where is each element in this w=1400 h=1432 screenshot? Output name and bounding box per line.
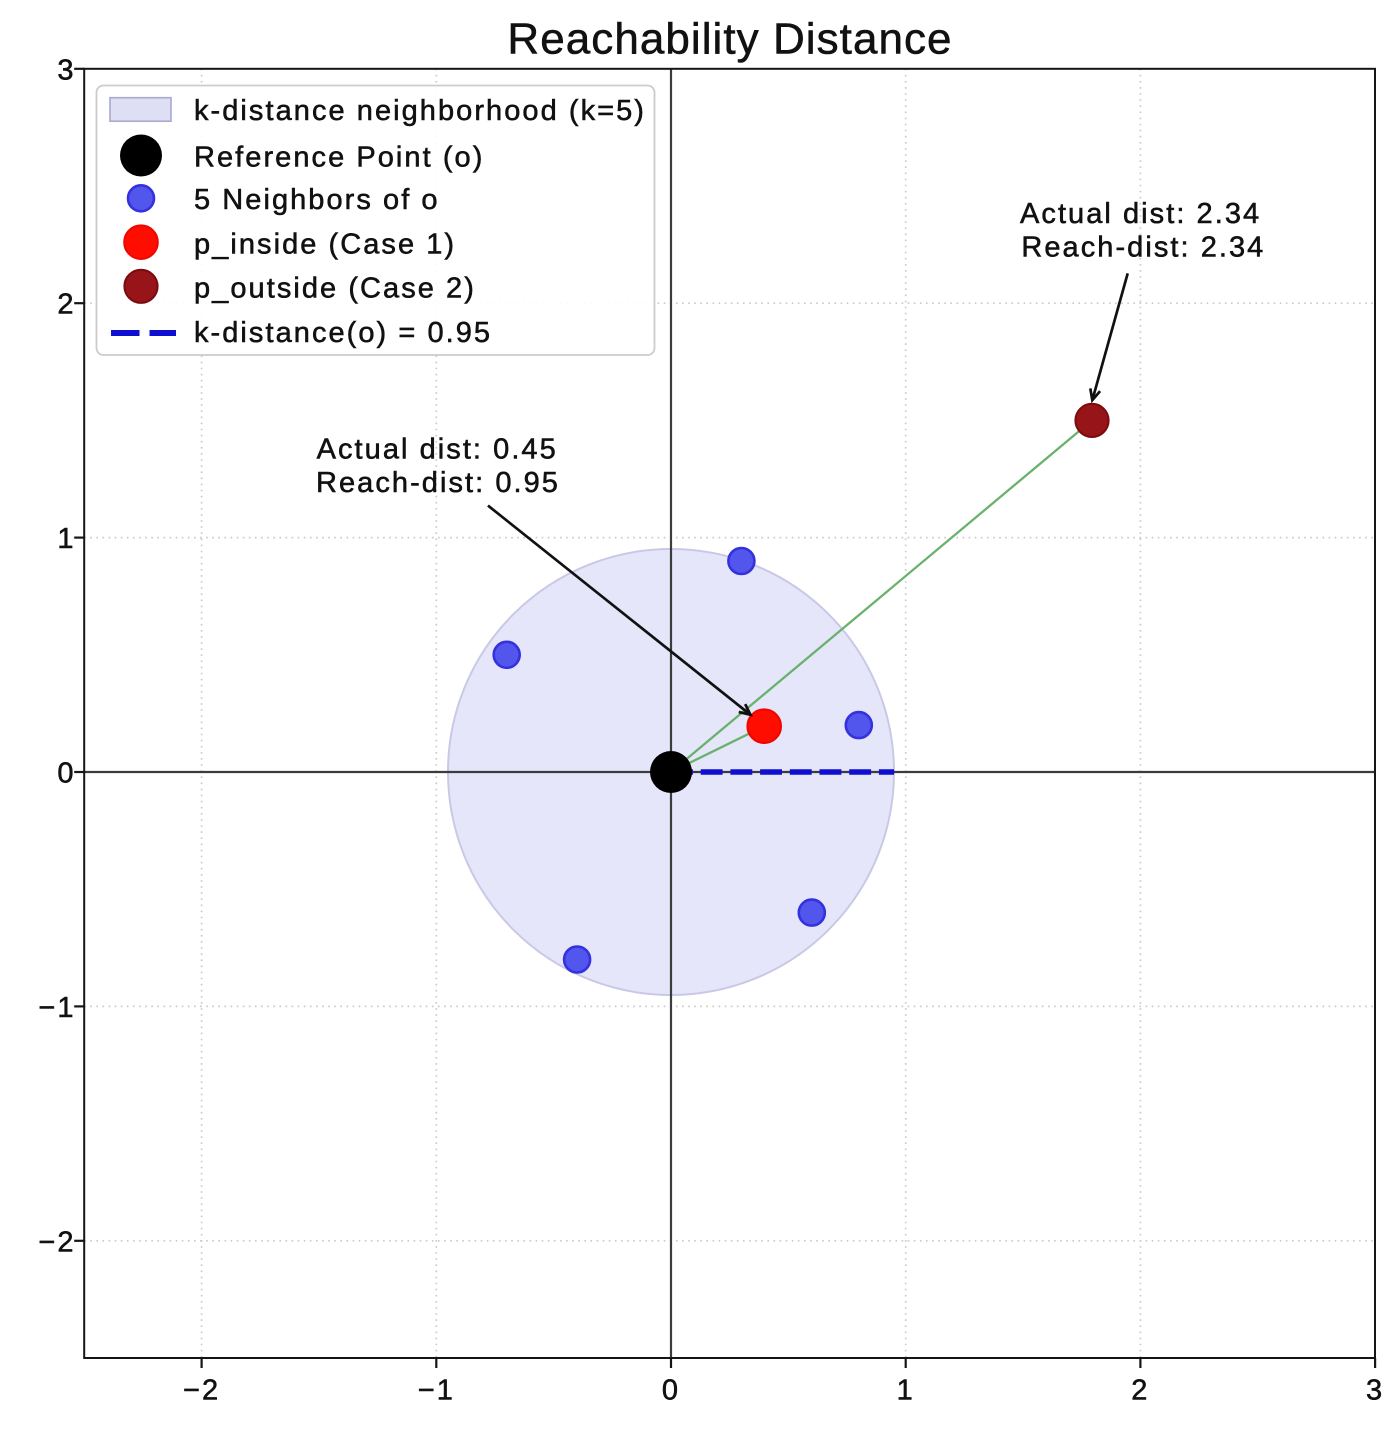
svg-text:Reach-dist: 0.95: Reach-dist: 0.95 <box>316 467 560 499</box>
svg-text:−1: −1 <box>418 1375 455 1407</box>
svg-text:Reachability Distance: Reachability Distance <box>507 15 952 64</box>
svg-text:k-distance(o) = 0.95: k-distance(o) = 0.95 <box>194 317 492 349</box>
svg-text:2: 2 <box>1131 1375 1149 1407</box>
svg-text:p_outside (Case 2): p_outside (Case 2) <box>194 273 476 305</box>
svg-text:0: 0 <box>662 1375 680 1407</box>
svg-text:1: 1 <box>57 523 75 555</box>
svg-text:Reference Point (o): Reference Point (o) <box>194 142 484 174</box>
svg-text:0: 0 <box>57 758 75 790</box>
svg-text:2: 2 <box>57 289 75 321</box>
svg-text:k-distance neighborhood (k=5): k-distance neighborhood (k=5) <box>194 95 646 127</box>
svg-text:3: 3 <box>1366 1375 1384 1407</box>
svg-text:−2: −2 <box>183 1375 220 1407</box>
svg-text:Reach-dist: 2.34: Reach-dist: 2.34 <box>1021 231 1265 263</box>
svg-text:1: 1 <box>897 1375 915 1407</box>
svg-text:5 Neighbors of o: 5 Neighbors of o <box>194 184 440 216</box>
svg-text:Actual dist: 0.45: Actual dist: 0.45 <box>317 433 558 465</box>
svg-text:−2: −2 <box>38 1226 75 1258</box>
svg-text:p_inside (Case 1): p_inside (Case 1) <box>194 228 456 260</box>
svg-text:Actual dist: 2.34: Actual dist: 2.34 <box>1020 198 1261 230</box>
svg-text:3: 3 <box>57 54 75 86</box>
svg-text:−1: −1 <box>38 992 75 1024</box>
